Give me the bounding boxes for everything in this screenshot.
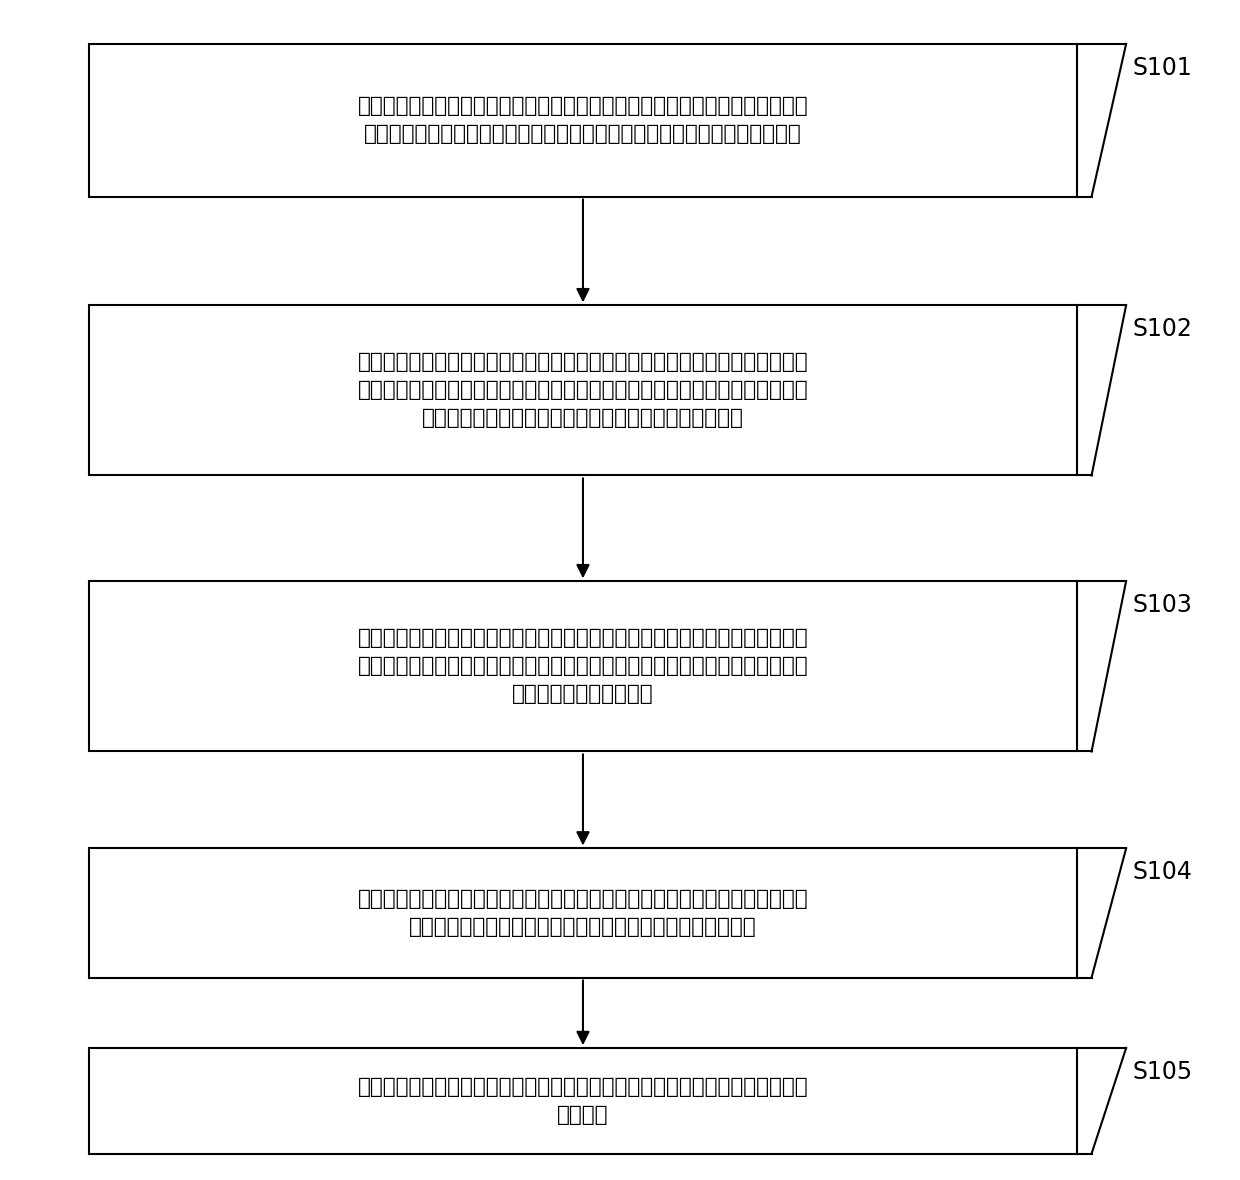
Text: 预先完成智能量测终端的云端、网络通信层、边缘计算应用层及感知设备层的功
能与特征的整合后，对所述边缘计算应用层内的边缘计算节点服务器进行配置: 预先完成智能量测终端的云端、网络通信层、边缘计算应用层及感知设备层的功 能与特征… [357, 97, 808, 144]
Text: 判断所述加密报文是否验证正确，若所述加密报文验证正确，则向所述云端分发
数据明文: 判断所述加密报文是否验证正确，若所述加密报文验证正确，则向所述云端分发 数据明文 [357, 1077, 808, 1125]
FancyBboxPatch shape [89, 44, 1076, 197]
Text: S103: S103 [1132, 592, 1192, 617]
FancyBboxPatch shape [89, 582, 1076, 752]
Text: 完成所述边缘计算节点服务器的配置后，利用分布式本地复制管理方法、分区边
缘节点副本管理方法及多归属块副本管理方法，将所述边缘计算节点服务器获取
到的下层设备数据: 完成所述边缘计算节点服务器的配置后，利用分布式本地复制管理方法、分区边 缘节点副… [357, 353, 808, 428]
Text: 完成所述下层设备数据在所述边缘计算服务器中的数据备份后，当所述边缘计算
节点服务器接收到所述云端发送的数据处理量请求帧时，判断所述数据处理量请
求是否符合安全防: 完成所述下层设备数据在所述边缘计算服务器中的数据备份后，当所述边缘计算 节点服务… [357, 628, 808, 704]
Text: S105: S105 [1132, 1060, 1193, 1083]
FancyBboxPatch shape [89, 1048, 1076, 1154]
Text: S101: S101 [1132, 55, 1192, 79]
FancyBboxPatch shape [89, 306, 1076, 476]
Text: 若所述数据处理量请求符合所述安全防护机制，则依据所述边缘计算服务器配置
分发数据，生成加密报文后，对所述加密报文进行解密及验证: 若所述数据处理量请求符合所述安全防护机制，则依据所述边缘计算服务器配置 分发数据… [357, 889, 808, 937]
Text: S102: S102 [1132, 317, 1192, 341]
Text: S104: S104 [1132, 860, 1192, 884]
FancyBboxPatch shape [89, 848, 1076, 977]
